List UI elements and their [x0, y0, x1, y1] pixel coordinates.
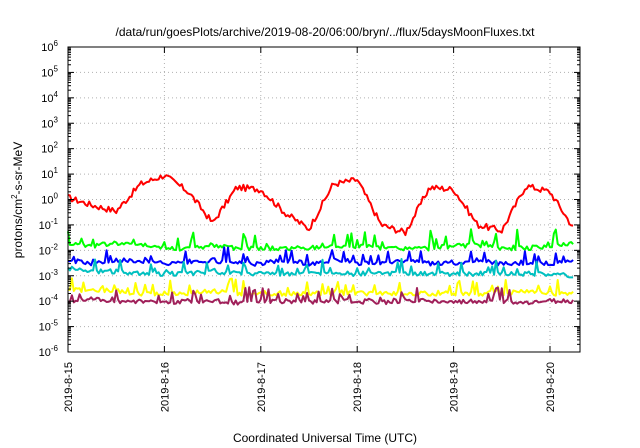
y-tick-label: 10-5 [39, 319, 59, 334]
y-tick-exponent: 5 [54, 64, 59, 73]
y-tick-base: 10 [39, 296, 51, 308]
y-tick-label: 10-6 [39, 344, 59, 359]
y-tick-label: 105 [41, 64, 58, 79]
y-tick-base: 10 [41, 144, 53, 156]
series-line [67, 246, 574, 267]
y-tick-label: 100 [41, 192, 58, 207]
y-tick-exponent: 1 [54, 166, 59, 175]
y-tick-base: 10 [39, 347, 51, 359]
y-axis-label-main: protons/cm [11, 199, 25, 258]
x-tick-label: 2019-8-15 [63, 362, 75, 412]
y-tick-exponent: 4 [54, 90, 59, 99]
series-line [67, 174, 574, 237]
y-tick-exponent: -5 [51, 319, 59, 328]
y-tick-label: 106 [41, 39, 58, 54]
y-tick-label: 10-2 [39, 242, 59, 257]
x-tick-label: 2019-8-19 [449, 362, 461, 412]
x-tick-label: 2019-8-17 [256, 362, 268, 412]
series-layer [67, 174, 574, 306]
y-tick-exponent: 2 [54, 141, 59, 150]
y-tick-label: 10-3 [39, 268, 59, 283]
y-tick-label: 103 [41, 115, 58, 130]
series-line [67, 228, 574, 252]
series-line [67, 277, 574, 297]
y-tick-base: 10 [41, 42, 53, 54]
y-tick-base: 10 [39, 322, 51, 334]
y-tick-base: 10 [41, 118, 53, 130]
series-line [67, 258, 574, 279]
y-tick-exponent: -1 [51, 217, 59, 226]
y-tick-exponent: -4 [51, 293, 59, 302]
y-tick-label: 10-1 [39, 217, 59, 232]
y-tick-exponent: 3 [54, 115, 59, 124]
y-tick-base: 10 [39, 271, 51, 283]
y-tick-label: 101 [41, 166, 58, 181]
y-tick-base: 10 [41, 67, 53, 79]
y-axis-label: protons/cm2-s-sr-MeV [10, 142, 25, 258]
series-line [67, 286, 574, 306]
y-tick-base: 10 [41, 93, 53, 105]
y-tick-exponent: -3 [51, 268, 59, 277]
y-tick-base: 10 [39, 245, 51, 257]
y-axis-label-tail: -s-sr-MeV [11, 142, 25, 195]
x-tick-label: 2019-8-16 [159, 362, 171, 412]
x-tick-label: 2019-8-20 [545, 362, 557, 412]
y-tick-base: 10 [39, 220, 51, 232]
y-axis: 10-610-510-410-310-210-11001011021031041… [39, 39, 580, 359]
y-tick-label: 102 [41, 141, 58, 156]
y-axis-label-sup: 2 [10, 194, 19, 199]
y-tick-base: 10 [41, 169, 53, 181]
x-axis-label: Coordinated Universal Time (UTC) [233, 431, 417, 445]
y-tick-label: 104 [41, 90, 58, 105]
y-tick-exponent: -6 [51, 344, 59, 353]
y-tick-label: 10-4 [39, 293, 59, 308]
y-tick-base: 10 [41, 195, 53, 207]
chart-title: /data/run/goesPlots/archive/2019-08-20/0… [116, 25, 536, 39]
x-axis: 2019-8-15 2019-8-16 2019-8-17 2019-8-18 2019… [63, 47, 557, 412]
y-tick-exponent: -2 [51, 242, 59, 251]
x-tick-label: 2019-8-18 [352, 362, 364, 412]
y-tick-exponent: 0 [54, 192, 59, 201]
y-tick-exponent: 6 [54, 39, 59, 48]
